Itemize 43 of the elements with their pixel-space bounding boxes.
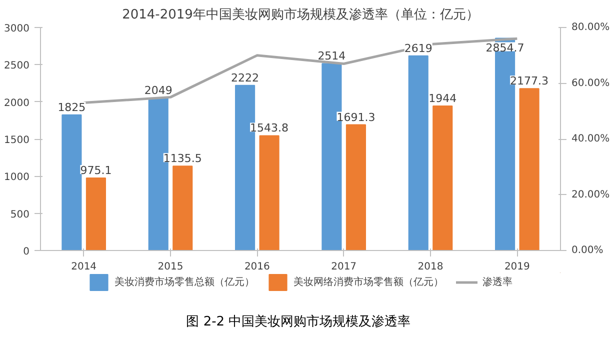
y-tick-label: 0 (23, 246, 30, 258)
bar (62, 114, 82, 250)
x-tick-label: 2018 (418, 262, 444, 272)
bar (86, 178, 106, 250)
text: 975.1 (80, 164, 112, 178)
text: 2619 (404, 42, 432, 55)
text: 1543.8 (250, 122, 289, 135)
y2-tick-label: 80.00% (572, 22, 610, 33)
bar (346, 124, 366, 250)
y2-tick-label: 60.00% (572, 78, 610, 89)
text: 2514 (318, 50, 346, 63)
y2-tick-label: 0.00% (572, 245, 604, 256)
text: 2222 (231, 71, 260, 84)
y-tick-label: 3000 (4, 24, 30, 34)
chart-title: 2014-2019年中国美妆网购市场规模及渗透率（单位：亿元） (122, 6, 479, 22)
y-tick-label: 1500 (4, 135, 30, 146)
bar (432, 105, 453, 250)
bar (172, 166, 193, 250)
text: 2049 (144, 84, 172, 98)
text: 1135.5 (163, 152, 202, 166)
y2-tick-label: 20.00% (572, 189, 610, 200)
y-tick-label: 1000 (4, 172, 30, 184)
text: 1825 (58, 100, 86, 114)
y-tick-label: 2000 (4, 98, 30, 109)
y2-tick-label: 40.00% (572, 134, 610, 144)
x-tick-label: 2017 (331, 262, 357, 272)
legend-label: 美妆消费市场零售总额（亿元） (114, 276, 254, 289)
bar (519, 88, 540, 250)
text: 1944 (428, 92, 457, 105)
text: 2854.7 (486, 41, 524, 54)
text: 1691.3 (336, 110, 376, 124)
x-tick-label: 2015 (158, 262, 184, 272)
y-tick-label: 500 (10, 209, 30, 220)
legend-label: 美妆网络消费市场零售额（亿元） (294, 276, 444, 289)
text: 2177.3 (510, 74, 549, 88)
y-tick-label: 2500 (4, 60, 30, 72)
bar (408, 55, 428, 250)
x-tick-label: 2016 (244, 262, 270, 272)
x-tick-label: 2014 (71, 262, 97, 272)
legend-label: 渗透率 (482, 276, 512, 289)
caption: 图 2-2 中国美妆网购市场规模及渗透率 (186, 314, 411, 330)
x-tick-label: 2019 (504, 262, 530, 272)
bar (259, 135, 280, 250)
